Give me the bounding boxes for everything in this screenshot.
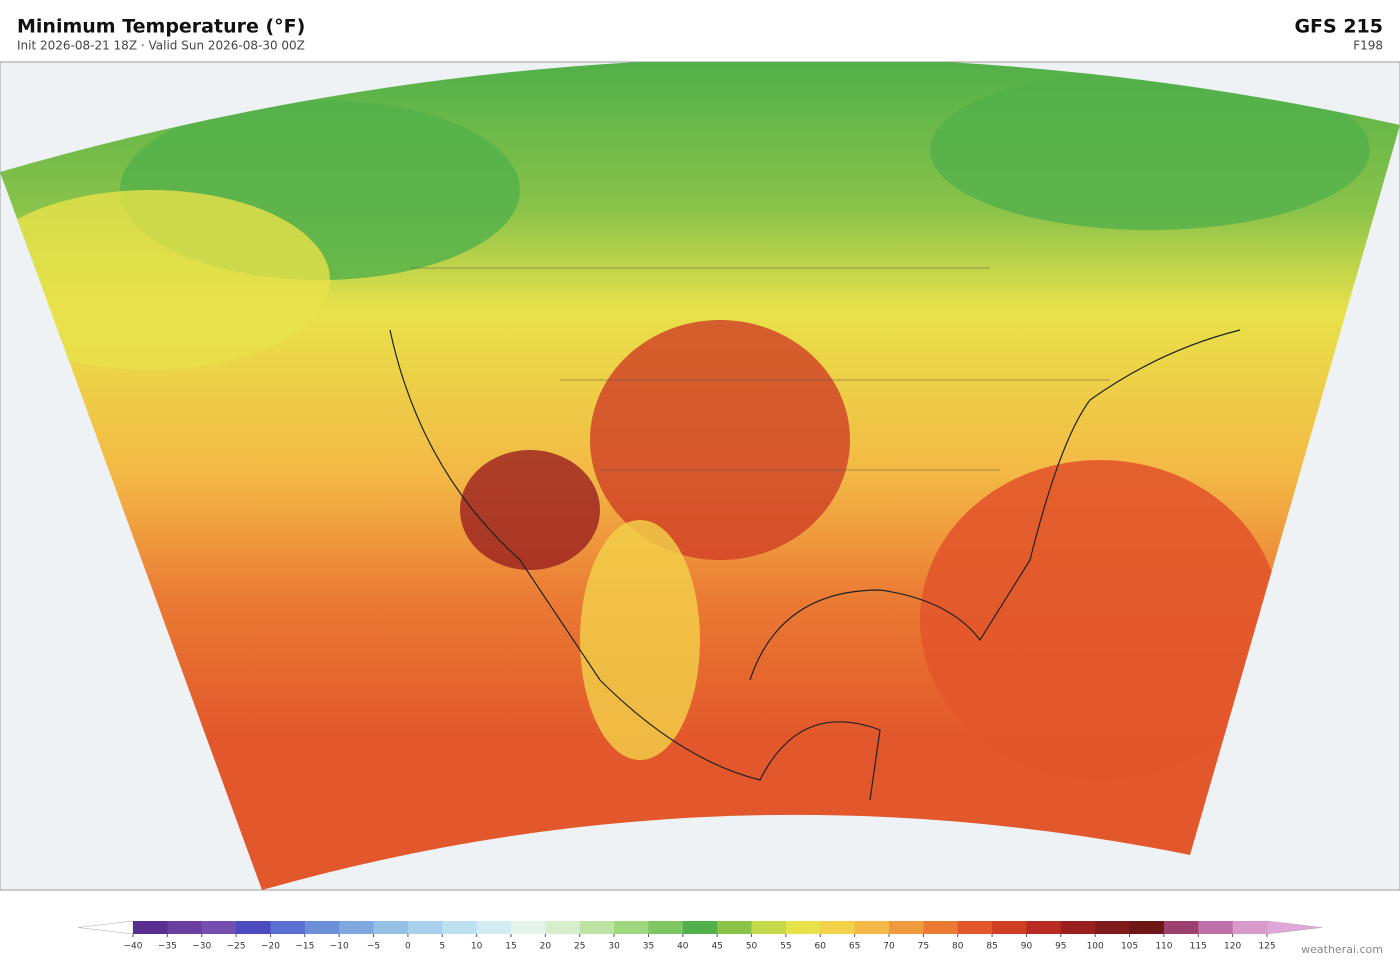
- colorbar-bin: [785, 921, 821, 934]
- colorbar-bin: [923, 921, 959, 934]
- colorbar-bin: [614, 921, 649, 934]
- colorbar-tick-label: 65: [849, 942, 860, 952]
- map: [0, 61, 1400, 891]
- colorbar-bin: [820, 921, 856, 934]
- colorbar-bin: [1129, 921, 1165, 934]
- colorbar-bin: [751, 921, 787, 934]
- colorbar-tick-label: −40: [124, 942, 143, 952]
- colorbar-tick-label: −35: [158, 942, 177, 952]
- colorbar-tick-label: 85: [986, 942, 997, 952]
- colorbar-tick-label: 110: [1155, 942, 1172, 952]
- colorbar-bin: [373, 921, 409, 934]
- colorbar-bin: [682, 921, 718, 934]
- colorbar-tick-label: 60: [815, 942, 827, 952]
- colorbar-tick-label: 50: [746, 942, 758, 952]
- colorbar-tick-label: −30: [192, 942, 211, 952]
- colorbar-tick-label: 25: [574, 942, 585, 952]
- colorbar-tick-label: −15: [295, 942, 314, 952]
- colorbar-tick-label: 125: [1258, 942, 1275, 952]
- colorbar-bin: [407, 921, 443, 934]
- colorbar-bin: [717, 921, 753, 934]
- colorbar-bin: [1095, 921, 1131, 934]
- colorbar-bin: [167, 921, 203, 934]
- colorbar-bin: [236, 921, 271, 934]
- colorbar-tick-label: 70: [883, 942, 895, 952]
- colorbar-tick-label: 75: [918, 942, 929, 952]
- colorbar: −40 −35 −30 −25 −20 −15 −10 −5 0 5 10 15 20 25 30 35 40 4…: [77, 920, 1323, 952]
- colorbar-bin: [1026, 921, 1062, 934]
- colorbar-bin: [1163, 921, 1199, 934]
- colorbar-tick-label: 10: [471, 942, 483, 952]
- colorbar-tick-label: 120: [1224, 942, 1241, 952]
- colorbar-tick-label: 15: [505, 942, 516, 952]
- colorbar-tick-label: 95: [1055, 942, 1066, 952]
- colorbar-bin: [992, 921, 1027, 934]
- colorbar-tick-label: 20: [540, 942, 552, 952]
- colorbar-bin: [476, 921, 512, 934]
- colorbar-bin: [442, 921, 478, 934]
- colorbar-tick-label: 30: [608, 942, 620, 952]
- colorbar-bin: [1060, 921, 1096, 934]
- colorbar-tick-label: −5: [367, 942, 380, 952]
- colorbar-bin: [545, 921, 581, 934]
- colorbar-over: [1266, 920, 1323, 935]
- credit: weatherai.com: [1301, 943, 1383, 956]
- colorbar-bin: [854, 921, 890, 934]
- colorbar-bin: [889, 921, 924, 934]
- colorbar-bin: [133, 921, 168, 934]
- colorbar-bin: [579, 921, 615, 934]
- colorbar-tick-label: −25: [227, 942, 246, 952]
- colorbar-tick-label: 90: [1021, 942, 1033, 952]
- colorbar-bin: [1232, 921, 1268, 934]
- colorbar-bin: [201, 921, 237, 934]
- subtitle: Init 2026-08-21 18Z · Valid Sun 2026-08-…: [17, 39, 305, 53]
- colorbar-tick-label: 45: [711, 942, 722, 952]
- colorbar-tick-label: −10: [330, 942, 349, 952]
- colorbar-tick-label: −20: [261, 942, 280, 952]
- colorbar-under: [77, 920, 134, 935]
- colorbar-tick-label: 40: [677, 942, 689, 952]
- colorbar-tick-label: 105: [1121, 942, 1138, 952]
- colorbar-tick-label: 100: [1087, 942, 1104, 952]
- title: Minimum Temperature (°F): [17, 16, 305, 38]
- colorbar-tick-label: 115: [1190, 942, 1207, 952]
- colorbar-bin: [511, 921, 546, 934]
- colorbar-bin: [1198, 921, 1234, 934]
- colorbar-tick-label: 80: [952, 942, 964, 952]
- colorbar-tick-label: 5: [439, 942, 445, 952]
- model: GFS 215: [1294, 16, 1383, 38]
- colorbar-bin: [957, 921, 993, 934]
- colorbar-bin: [339, 921, 375, 934]
- colorbar-bin: [648, 921, 684, 934]
- colorbar-tick-label: 0: [405, 942, 411, 952]
- colorbar-bin: [304, 921, 340, 934]
- forecast-hour: F198: [1353, 39, 1383, 53]
- colorbar-tick-label: 55: [780, 942, 791, 952]
- colorbar-tick-label: 35: [643, 942, 654, 952]
- colorbar-bin: [270, 921, 306, 934]
